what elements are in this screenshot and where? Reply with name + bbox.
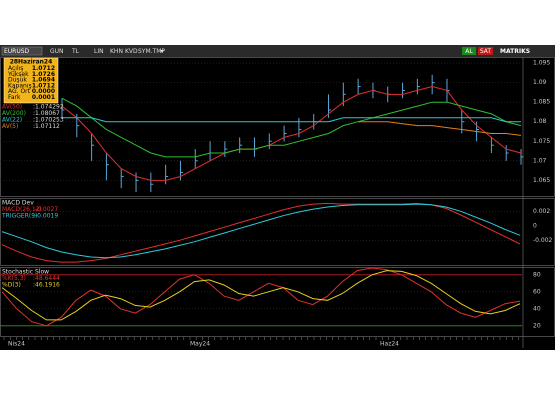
legend-value: :1.08067 [33,110,60,117]
indicator-line [61,85,522,181]
symbol: EURUSD [4,48,30,55]
toolbar-button[interactable]: GUN [50,48,64,55]
sell-button[interactable] [478,47,493,55]
y-tick-label: 1.08 [533,118,547,125]
toolbar-button[interactable]: LIN [94,48,104,55]
info-value: 1.0712 [32,65,55,72]
legend-value: :46.1916 [33,282,60,289]
y-tick-label: 1.09 [533,79,547,86]
legend-name: %D(3) [2,282,21,289]
y-tick-label: 1.07 [533,157,547,164]
indicator-line [1,203,521,259]
y-tick-label: 1.085 [533,99,550,106]
info-value: 0.0000 [32,88,55,95]
legend-name: AV(22) [2,117,22,124]
info-value: 1.0726 [32,71,55,78]
info-label: Açılış [8,65,23,72]
info-value: 0.0001 [32,94,55,101]
sell-label: SAT [480,48,492,55]
info-value: 1.0712 [32,82,55,89]
y-tick-label: 60 [533,288,541,295]
legend-value: :-0.0019 [33,213,58,220]
indicator-line [358,121,522,136]
toolbar-button[interactable]: KHN [110,48,123,55]
y-tick-label: 40 [533,305,541,312]
legend-value: :48.6444 [33,275,60,282]
y-tick-label: 1.065 [533,177,550,184]
info-value: 1.0694 [32,77,55,84]
indicator-line [1,270,521,321]
symbol-box[interactable] [1,46,43,56]
toolbar-button[interactable]: SYM.TMP [138,48,165,55]
dropdown-arrow [160,50,164,53]
time-label: May24 [190,341,210,348]
indicator-line [62,117,521,123]
info-date: 28Haziran24 [10,59,53,66]
time-label: Haz24 [380,341,399,348]
legend-name: AV(5) [2,123,18,130]
y-tick-label: 1.095 [533,60,550,67]
legend-name: MACD(26,12) [2,206,42,213]
buy-button[interactable] [462,47,476,55]
y-tick-label: 1.075 [533,138,550,145]
brand: MATRIKS [500,48,530,55]
legend-name: AV(50) [2,104,22,111]
info-label: Yüksek [7,71,29,78]
info-label: Fark [8,94,21,101]
legend-name: TRIGGER(9) [1,213,37,220]
toolbar-button[interactable]: KVD [125,48,138,55]
info-label: AĞ. Ort [8,88,31,95]
panel-title: Stochastic Slow [2,269,49,276]
y-tick-label: 0 [533,222,537,229]
info-label: Düşük [8,77,27,84]
legend-value: :1.070253 [33,117,64,124]
y-tick-label: 20 [533,322,541,329]
legend-value: :1.074292 [33,104,64,111]
legend-name: AV(200) [2,110,26,117]
buy-label: AL [465,48,473,55]
window [0,45,555,350]
time-label: Nis24 [8,341,25,348]
y-tick-label: 80 [533,271,541,278]
legend-value: :1.07112 [33,123,60,130]
toolbar [0,45,555,57]
legend-value: :-0.0027 [33,206,58,213]
y-tick-label: -0.002 [533,237,553,244]
legend-name: %K(5,3) [2,275,26,282]
info-label: Kapanış [8,82,32,89]
info-box [3,57,59,104]
indicator-line [1,267,521,327]
toolbar-button[interactable]: TL [71,48,80,55]
indicator-line [61,97,522,158]
y-tick-label: 0.002 [533,208,550,215]
panel-title: MACD Dev [2,200,34,207]
